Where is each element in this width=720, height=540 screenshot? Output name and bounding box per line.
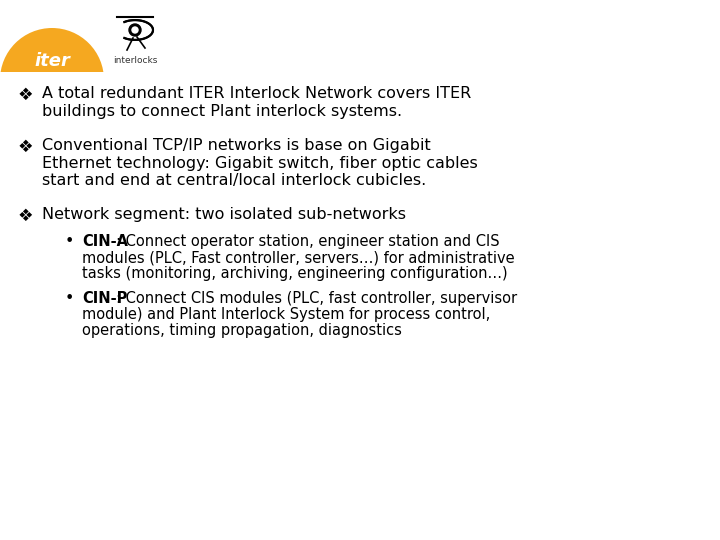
- Text: CIN-A: CIN-A: [82, 234, 128, 249]
- Circle shape: [132, 27, 138, 33]
- Text: CIN-P: CIN-P: [82, 291, 127, 306]
- Text: interlocks: interlocks: [113, 56, 157, 65]
- Circle shape: [129, 24, 141, 36]
- Text: •: •: [65, 291, 74, 306]
- Bar: [0, 0, 195, 72]
- Text: modules (PLC, Fast controller, servers…) for administrative: modules (PLC, Fast controller, servers…)…: [82, 250, 515, 265]
- Text: CIN Characters: CIN Characters: [341, 22, 575, 50]
- Text: Network segment: two isolated sub-networks: Network segment: two isolated sub-networ…: [42, 207, 406, 222]
- Text: : Connect CIS modules (PLC, fast controller, supervisor: : Connect CIS modules (PLC, fast control…: [116, 291, 517, 306]
- Text: Ethernet technology: Gigabit switch, fiber optic cables: Ethernet technology: Gigabit switch, fib…: [42, 156, 478, 171]
- Text: A total redundant ITER Interlock Network covers ITER: A total redundant ITER Interlock Network…: [42, 86, 472, 101]
- Text: ❖: ❖: [18, 86, 34, 104]
- Text: •: •: [65, 234, 74, 249]
- Text: operations, timing propagation, diagnostics: operations, timing propagation, diagnost…: [82, 323, 402, 339]
- Text: ❖: ❖: [18, 138, 34, 156]
- Text: : Connect operator station, engineer station and CIS: : Connect operator station, engineer sta…: [116, 234, 500, 249]
- Text: module) and Plant Interlock System for process control,: module) and Plant Interlock System for p…: [82, 307, 490, 322]
- Text: PLC Based Interlock  systems Workshop 4-5 December 2014 - ITER Organization Head: PLC Based Interlock systems Workshop 4-5…: [37, 519, 683, 529]
- Text: iter: iter: [34, 52, 70, 70]
- Text: Conventional TCP/IP networks is base on Gigabit: Conventional TCP/IP networks is base on …: [42, 138, 431, 153]
- Text: buildings to connect Plant interlock systems.: buildings to connect Plant interlock sys…: [42, 104, 402, 119]
- Text: start and end at central/local interlock cubicles.: start and end at central/local interlock…: [42, 173, 426, 188]
- Text: ❖: ❖: [18, 207, 34, 225]
- Text: tasks (monitoring, archiving, engineering configuration…): tasks (monitoring, archiving, engineerin…: [82, 267, 508, 281]
- Wedge shape: [0, 28, 104, 80]
